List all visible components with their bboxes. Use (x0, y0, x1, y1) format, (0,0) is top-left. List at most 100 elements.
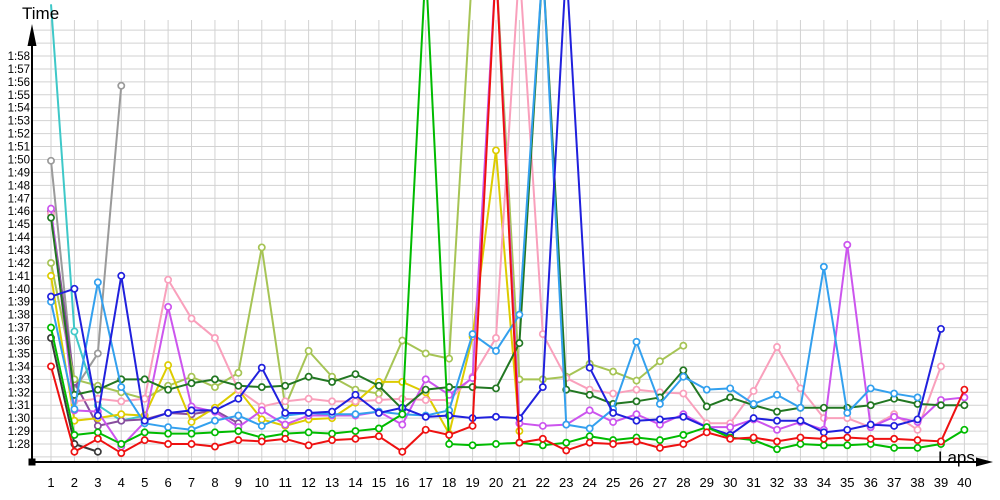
data-point-green-lap-15[interactable] (374, 424, 383, 433)
data-point-green-lap-27[interactable] (655, 436, 664, 445)
data-point-blue-lap-39[interactable] (937, 324, 945, 333)
data-point-dodger-blue-lap-24[interactable] (585, 424, 594, 433)
data-point-blue-lap-36[interactable] (866, 420, 875, 429)
data-point-pink-lap-13[interactable] (328, 397, 336, 406)
data-point-red-lap-6[interactable] (164, 440, 173, 448)
data-point-green-lap-20[interactable] (492, 440, 500, 448)
data-point-red-lap-11[interactable] (281, 434, 290, 443)
data-point-blue-lap-37[interactable] (890, 421, 899, 430)
data-point-blue-lap-34[interactable] (819, 428, 828, 437)
data-point-olive-lap-27[interactable] (655, 357, 664, 366)
data-point-blue-lap-10[interactable] (257, 363, 266, 372)
data-point-dodger-blue-lap-4[interactable] (117, 383, 126, 392)
data-point-green-lap-7[interactable] (187, 429, 196, 438)
data-point-red-lap-25[interactable] (609, 440, 618, 448)
data-point-dark-green-lap-3[interactable] (93, 385, 102, 394)
data-point-dark-green-lap-36[interactable] (866, 401, 875, 410)
data-point-pink-lap-15[interactable] (374, 396, 383, 404)
data-point-blue-lap-4[interactable] (117, 271, 126, 280)
data-point-red-lap-12[interactable] (304, 441, 313, 450)
data-point-pink-lap-39[interactable] (937, 362, 945, 371)
data-point-green-lap-22[interactable] (538, 441, 547, 450)
data-point-pink-lap-20[interactable] (492, 333, 500, 342)
data-point-blue-lap-6[interactable] (164, 409, 173, 417)
data-point-magenta-lap-30[interactable] (726, 423, 735, 432)
data-point-green-lap-5[interactable] (140, 428, 149, 437)
data-point-green-lap-9[interactable] (234, 427, 243, 436)
data-point-pink-lap-31[interactable] (749, 387, 758, 395)
data-point-dodger-blue-lap-20[interactable] (492, 346, 500, 355)
data-point-magenta-lap-37[interactable] (890, 412, 899, 421)
data-point-green-lap-23[interactable] (562, 438, 571, 447)
data-point-blue-lap-26[interactable] (632, 416, 641, 425)
data-point-yellow-lap-6[interactable] (164, 361, 173, 370)
data-point-red-lap-22[interactable] (538, 434, 547, 443)
data-point-dodger-blue-lap-8[interactable] (210, 416, 219, 425)
data-point-green-lap-4[interactable] (117, 440, 126, 448)
data-point-olive-lap-17[interactable] (421, 349, 430, 358)
data-point-cyan-lap-2[interactable] (70, 327, 79, 336)
data-point-green-lap-24[interactable] (585, 432, 594, 441)
data-point-blue-lap-7[interactable] (187, 406, 196, 415)
data-point-red-lap-35[interactable] (843, 433, 852, 442)
data-point-olive-lap-8[interactable] (210, 383, 219, 392)
data-point-olive-lap-10[interactable] (257, 243, 266, 252)
data-point-red-lap-21[interactable] (515, 438, 524, 447)
data-point-green-lap-34[interactable] (819, 441, 828, 450)
data-point-red-lap-5[interactable] (140, 436, 149, 445)
data-point-black-lap-3[interactable] (93, 447, 102, 456)
data-point-red-lap-16[interactable] (398, 447, 407, 456)
data-point-dark-green-lap-32[interactable] (773, 407, 781, 416)
data-point-red-lap-10[interactable] (257, 437, 266, 446)
data-point-yellow-lap-1[interactable] (47, 271, 55, 280)
data-point-green-lap-19[interactable] (468, 441, 477, 450)
data-point-magenta-lap-11[interactable] (281, 420, 290, 429)
data-point-olive-lap-12[interactable] (304, 346, 313, 355)
data-point-red-lap-28[interactable] (679, 440, 688, 448)
data-point-olive-lap-25[interactable] (609, 367, 618, 376)
data-point-green-lap-37[interactable] (890, 443, 899, 452)
data-point-dodger-blue-lap-27[interactable] (655, 399, 664, 408)
data-point-dark-green-lap-40[interactable] (960, 401, 969, 410)
data-point-olive-lap-1[interactable] (47, 258, 55, 267)
data-point-green-lap-35[interactable] (843, 441, 852, 450)
data-point-red-lap-23[interactable] (562, 446, 571, 455)
data-point-blue-lap-13[interactable] (328, 407, 336, 416)
data-point-olive-lap-18[interactable] (445, 354, 454, 363)
data-point-olive-lap-26[interactable] (632, 376, 641, 385)
data-point-blue-lap-28[interactable] (679, 412, 688, 421)
data-point-red-lap-17[interactable] (421, 425, 430, 434)
data-point-dodger-blue-lap-3[interactable] (93, 278, 102, 287)
data-point-blue-lap-35[interactable] (843, 425, 852, 434)
data-point-pink-lap-8[interactable] (210, 333, 219, 342)
data-point-purple-lap-3[interactable] (93, 421, 102, 430)
data-point-red-lap-39[interactable] (937, 437, 945, 446)
data-point-magenta-lap-1[interactable] (47, 204, 55, 213)
data-point-yellow-lap-4[interactable] (117, 410, 126, 419)
data-point-dark-green-lap-28[interactable] (679, 366, 688, 375)
data-point-dodger-blue-lap-35[interactable] (843, 409, 852, 417)
data-point-magenta-lap-22[interactable] (538, 421, 547, 430)
data-point-dodger-blue-lap-36[interactable] (866, 384, 875, 393)
data-point-blue-lap-1[interactable] (47, 292, 55, 301)
data-point-dodger-blue-lap-23[interactable] (562, 420, 571, 429)
data-point-blue-lap-31[interactable] (749, 414, 758, 423)
data-point-blue-lap-32[interactable] (773, 416, 781, 425)
data-point-blue-lap-25[interactable] (609, 409, 618, 417)
data-point-dark-green-lap-14[interactable] (351, 370, 360, 379)
data-point-red-lap-24[interactable] (585, 438, 594, 447)
data-point-blue-lap-12[interactable] (304, 409, 313, 417)
data-point-green-lap-13[interactable] (328, 429, 336, 438)
data-point-blue-lap-15[interactable] (374, 409, 383, 417)
data-point-dark-green-lap-38[interactable] (913, 399, 922, 408)
data-point-dodger-blue-lap-21[interactable] (515, 310, 524, 319)
data-point-dodger-blue-lap-37[interactable] (890, 389, 899, 398)
data-point-olive-lap-16[interactable] (398, 336, 407, 345)
data-point-purple-lap-4[interactable] (117, 416, 126, 425)
data-point-red-lap-14[interactable] (351, 434, 360, 443)
data-point-dodger-blue-lap-28[interactable] (679, 372, 688, 381)
data-point-blue-lap-20[interactable] (492, 412, 500, 421)
data-point-yellow-lap-20[interactable] (492, 146, 500, 155)
data-point-magenta-lap-32[interactable] (773, 425, 781, 434)
data-point-red-lap-13[interactable] (328, 436, 336, 445)
